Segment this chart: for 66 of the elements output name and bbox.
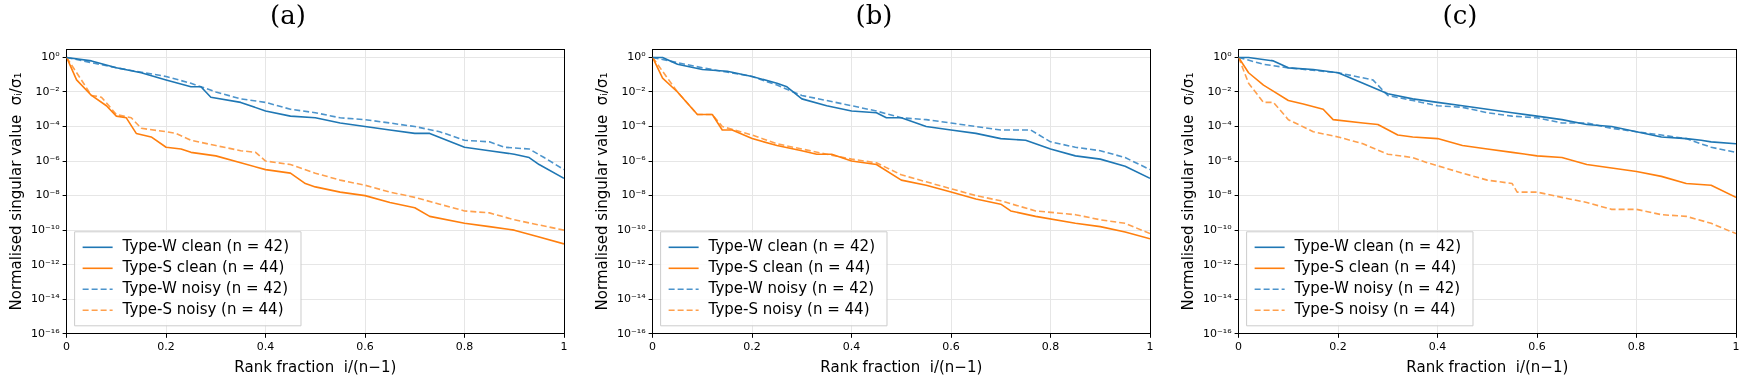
legend-label: Type-S noisy (n = 44)	[1293, 300, 1456, 319]
y-tick-label: 10⁰	[41, 50, 61, 64]
x-tick-label: 0.2	[743, 340, 761, 354]
legend-label: Type-W clean (n = 42)	[1293, 237, 1461, 256]
x-tick-label: 0	[649, 340, 657, 354]
y-tick-label: 10⁻⁶	[35, 153, 61, 167]
y-tick-label: 10⁻¹²	[617, 257, 646, 271]
y-tick-label: 10⁻¹⁰	[617, 223, 647, 237]
x-tick-label: 0.4	[1428, 340, 1447, 354]
x-tick-label: 0	[1235, 340, 1243, 354]
y-tick-label: 10⁻¹⁶	[31, 326, 61, 340]
legend-label: Type-S clean (n = 44)	[1293, 258, 1457, 277]
y-tick-label: 10⁻⁸	[1207, 188, 1233, 202]
x-tick-label: 0.6	[1528, 340, 1546, 354]
legend-label: Type-S clean (n = 44)	[121, 258, 285, 277]
y-axis-title: Normalised singular value σᵢ/σ₁	[6, 72, 25, 311]
y-tick-label: 10⁻¹⁴	[31, 292, 61, 306]
y-tick-label: 10⁻¹⁶	[617, 326, 647, 340]
x-tick-label: 1	[560, 340, 568, 354]
legend-label: Type-W noisy (n = 42)	[1293, 279, 1461, 298]
x-tick-label: 0.6	[356, 340, 374, 354]
y-tick-label: 10⁻⁶	[621, 153, 647, 167]
x-tick-label: 1	[1146, 340, 1154, 354]
x-tick-label: 0.4	[842, 340, 861, 354]
chart-title: (b)	[855, 0, 893, 31]
x-tick-label: 1	[1732, 340, 1740, 354]
y-tick-label: 10⁻¹²	[1203, 257, 1232, 271]
y-tick-label: 10⁻⁴	[621, 119, 647, 133]
x-tick-label: 0	[63, 340, 71, 354]
y-tick-label: 10⁻⁶	[1207, 153, 1233, 167]
y-tick-label: 10⁻¹⁴	[1203, 292, 1233, 306]
x-axis-title: Rank fraction i/(n−1)	[820, 357, 983, 376]
x-tick-label: 0.8	[455, 340, 474, 354]
legend-label: Type-W noisy (n = 42)	[121, 279, 289, 298]
y-tick-label: 10⁻⁸	[35, 188, 61, 202]
chart-title: (c)	[1442, 0, 1478, 31]
y-tick-label: 10⁻⁴	[1207, 119, 1233, 133]
y-tick-label: 10⁰	[1213, 50, 1233, 64]
x-tick-label: 0.4	[256, 340, 275, 354]
legend-label: Type-S clean (n = 44)	[707, 258, 871, 277]
x-tick-label: 0.2	[1329, 340, 1347, 354]
y-tick-label: 10⁻²	[621, 84, 646, 98]
x-tick-label: 0.8	[1627, 340, 1646, 354]
y-axis-title: Normalised singular value σᵢ/σ₁	[1178, 72, 1197, 311]
x-tick-label: 0.6	[942, 340, 960, 354]
legend-label: Type-W noisy (n = 42)	[707, 279, 875, 298]
y-tick-label: 10⁻⁴	[35, 119, 61, 133]
y-tick-label: 10⁻¹⁴	[617, 292, 647, 306]
y-tick-label: 10⁰	[627, 50, 647, 64]
y-tick-label: 10⁻¹⁶	[1203, 326, 1233, 340]
x-tick-label: 0.2	[157, 340, 175, 354]
y-tick-label: 10⁻¹²	[31, 257, 60, 271]
legend-label: Type-S noisy (n = 44)	[707, 300, 870, 319]
x-tick-label: 0.8	[1041, 340, 1060, 354]
legend-label: Type-W clean (n = 42)	[707, 237, 875, 256]
y-tick-label: 10⁻²	[1207, 84, 1232, 98]
y-tick-label: 10⁻²	[35, 84, 60, 98]
x-axis-title: Rank fraction i/(n−1)	[1406, 357, 1569, 376]
y-axis-title: Normalised singular value σᵢ/σ₁	[592, 72, 611, 311]
x-axis-title: Rank fraction i/(n−1)	[234, 357, 397, 376]
y-tick-label: 10⁻¹⁰	[1203, 223, 1233, 237]
chart-title: (a)	[270, 0, 306, 31]
legend-label: Type-S noisy (n = 44)	[121, 300, 284, 319]
y-tick-label: 10⁻⁸	[621, 188, 647, 202]
legend-label: Type-W clean (n = 42)	[121, 237, 289, 256]
y-tick-label: 10⁻¹⁰	[31, 223, 61, 237]
